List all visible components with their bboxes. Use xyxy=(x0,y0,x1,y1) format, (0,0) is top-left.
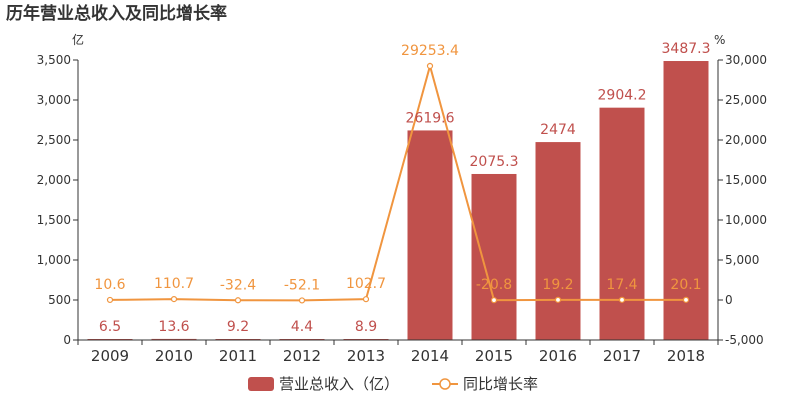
legend-swatch-growth-marker xyxy=(439,378,451,390)
line-value-label: 102.7 xyxy=(346,276,386,292)
line-value-label: 17.4 xyxy=(606,277,637,293)
line-value-label: 20.1 xyxy=(670,277,701,293)
left-tick-label: 1,500 xyxy=(37,213,71,227)
line-value-label: -20.8 xyxy=(476,277,512,293)
right-tick-label: 20,000 xyxy=(725,133,767,147)
bar-value-label: 13.6 xyxy=(158,319,189,335)
left-tick-label: 3,500 xyxy=(37,53,71,67)
left-tick-label: 2,000 xyxy=(37,173,71,187)
right-tick-label: 0 xyxy=(725,293,733,307)
bar-value-label: 9.2 xyxy=(227,319,249,335)
bar xyxy=(663,61,709,341)
bar-value-label: 2075.3 xyxy=(470,154,519,170)
left-tick-label: 500 xyxy=(48,293,71,307)
x-tick-label: 2012 xyxy=(283,347,321,365)
left-tick-label: 2,500 xyxy=(37,133,71,147)
axes: 0 500 1,000 1,500 2,000 2,500 3,000 3,500 -5,000… xyxy=(37,53,767,365)
line-value-label: 19.2 xyxy=(542,277,573,293)
x-tick-label: 2013 xyxy=(347,347,385,365)
legend-label-revenue: 营业总收入（亿） xyxy=(279,375,399,393)
bar xyxy=(151,338,197,340)
line-value-label: -32.4 xyxy=(220,277,256,293)
right-tick-label: 30,000 xyxy=(725,53,767,67)
line-value-label: -52.1 xyxy=(284,277,320,293)
line-point xyxy=(554,296,562,303)
line-point xyxy=(298,297,306,304)
chart-title: 历年营业总收入及同比增长率 xyxy=(6,3,227,24)
growth-line xyxy=(109,62,687,302)
line-point xyxy=(234,297,242,304)
line-point xyxy=(618,296,626,303)
bar-value-label: 8.9 xyxy=(355,319,377,335)
right-axis-unit: % xyxy=(714,33,725,47)
x-tick-label: 2014 xyxy=(411,347,449,365)
x-tick-label: 2018 xyxy=(667,347,705,365)
left-tick-label: 3,000 xyxy=(37,93,71,107)
line-point xyxy=(170,296,178,303)
bar-value-label: 2474 xyxy=(540,122,576,138)
left-tick-label: 1,000 xyxy=(37,253,71,267)
right-tick-label: 15,000 xyxy=(725,173,767,187)
legend: 营业总收入（亿） 同比增长率 xyxy=(248,375,538,393)
bar xyxy=(599,107,645,340)
line-point xyxy=(362,296,370,303)
bar xyxy=(535,142,581,340)
right-tick-label: -5,000 xyxy=(725,333,764,347)
line-point xyxy=(106,296,114,304)
bar-value-label: 3487.3 xyxy=(662,41,711,57)
bar-value-label: 4.4 xyxy=(291,319,313,335)
data-labels: 6.5 13.6 9.2 4.4 8.9 2619.6 2075.3 2474 2904.2 34… xyxy=(94,41,710,335)
line-value-label: 110.7 xyxy=(154,276,194,292)
x-tick-label: 2015 xyxy=(475,347,513,365)
x-tick-label: 2009 xyxy=(91,347,129,365)
line-point xyxy=(490,297,498,304)
bar xyxy=(471,173,517,340)
bar-value-label: 2619.6 xyxy=(406,110,455,126)
x-tick-label: 2011 xyxy=(219,347,257,365)
bar xyxy=(407,130,453,340)
x-tick-label: 2016 xyxy=(539,347,577,365)
x-tick-label: 2017 xyxy=(603,347,641,365)
line-point xyxy=(426,62,434,70)
legend-swatch-revenue xyxy=(248,377,274,391)
line-value-label: 10.6 xyxy=(94,277,125,293)
legend-label-growth: 同比增长率 xyxy=(463,375,538,393)
line-series xyxy=(106,62,690,304)
line-value-label: 29253.4 xyxy=(401,43,459,59)
line-point xyxy=(682,296,690,303)
right-tick-label: 10,000 xyxy=(725,213,767,227)
right-tick-label: 25,000 xyxy=(725,93,767,107)
left-tick-label: 0 xyxy=(63,333,71,347)
left-axis-unit: 亿 xyxy=(72,32,84,47)
right-tick-label: 5,000 xyxy=(725,253,759,267)
bar-value-label: 6.5 xyxy=(99,319,121,335)
bar-value-label: 2904.2 xyxy=(598,88,647,104)
x-tick-label: 2010 xyxy=(155,347,193,365)
